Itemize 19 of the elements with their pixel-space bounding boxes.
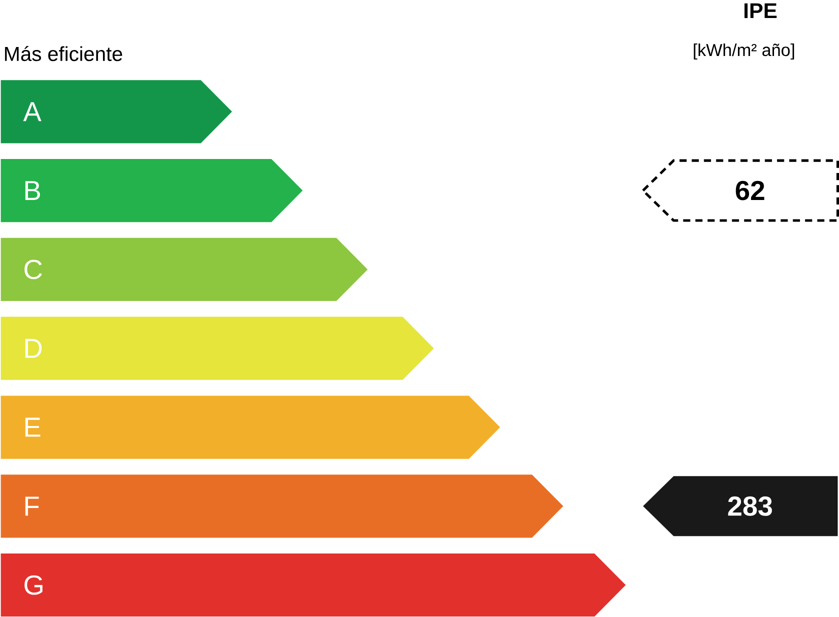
bar — [0, 238, 368, 302]
y-tick-label: G — [24, 576, 42, 595]
bar — [0, 80, 232, 144]
text: Más eficiente — [5, 46, 122, 62]
text: 62 — [736, 181, 764, 200]
bar — [0, 316, 434, 380]
y-tick-label: C — [24, 260, 42, 280]
bar — [0, 396, 500, 459]
y-tick-label: E — [25, 418, 40, 437]
bar — [0, 554, 626, 617]
y-tick-label: F — [25, 496, 39, 516]
y-tick-label: B — [25, 181, 40, 200]
text: IPE — [744, 4, 777, 18]
bar — [0, 159, 303, 222]
y-tick-label: D — [25, 339, 42, 358]
bar — [0, 474, 564, 538]
text: 283 — [728, 496, 772, 516]
y-tick-label: A — [23, 102, 42, 122]
text: [kWh/m² año] — [694, 44, 794, 60]
